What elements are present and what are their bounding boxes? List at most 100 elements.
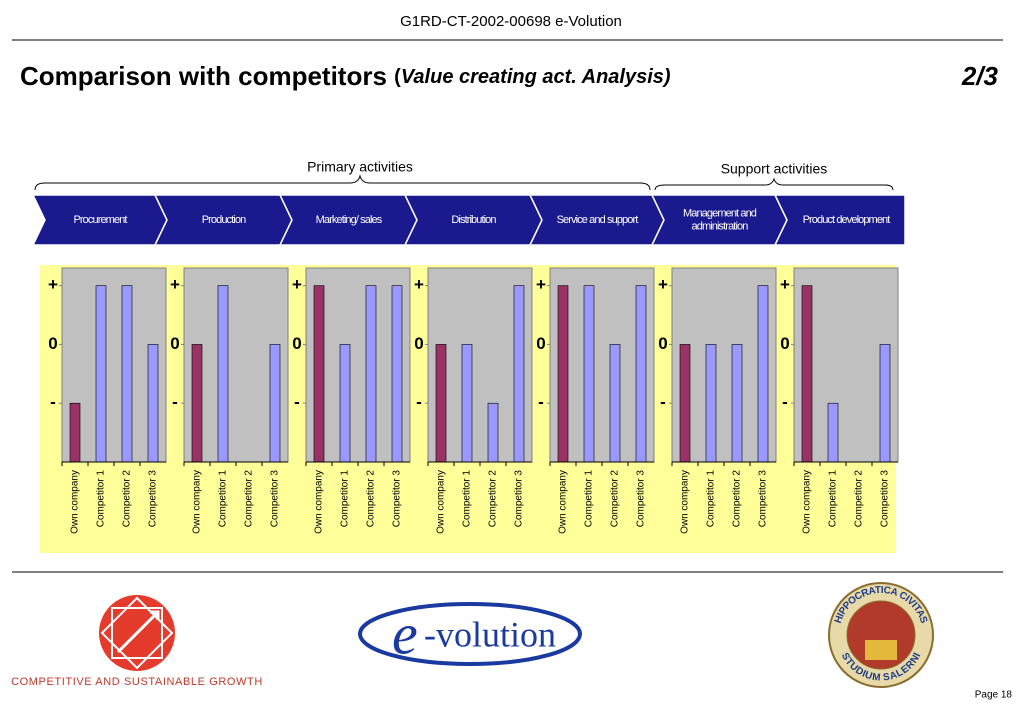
activity-label-line: Distribution: [451, 214, 496, 226]
y-tick-label: +: [658, 275, 668, 294]
bar: [217, 285, 229, 463]
seal: HIPPOCRATICA CIVITAS STUDIUM SALERNI: [828, 582, 934, 688]
x-tick-label: Own company: [314, 470, 325, 534]
activity-label: Procurement: [73, 214, 127, 226]
bar: [705, 344, 717, 463]
x-tick-label: Competitor 3: [270, 470, 281, 528]
title-italic: Value creating act. Analysis): [401, 66, 671, 88]
y-tick-label: 0: [170, 334, 179, 353]
slide-title: Comparison with competitors (Value creat…: [20, 61, 671, 91]
activity-label: Distribution: [451, 214, 496, 226]
activity-label: Service and support: [557, 214, 639, 226]
x-tick-label: Competitor 2: [488, 470, 499, 528]
activity-label-line: Production: [202, 214, 246, 226]
x-tick-label: Competitor 1: [584, 470, 595, 528]
bar: [339, 344, 351, 463]
bar: [269, 344, 281, 463]
y-tick-label: -: [782, 393, 788, 412]
x-tick-label: Competitor 3: [148, 470, 159, 528]
y-tick-label: -: [660, 393, 666, 412]
y-tick-label: 0: [292, 334, 301, 353]
x-tick-label: Own company: [70, 470, 81, 534]
activity-label-line: administration: [692, 220, 749, 232]
logo-arrow: [116, 610, 160, 654]
y-tick-label: +: [536, 275, 546, 294]
x-tick-label: Competitor 3: [880, 470, 891, 528]
y-tick-label: +: [292, 275, 302, 294]
bar: [147, 344, 159, 463]
logo-ring: [358, 602, 582, 666]
x-tick-label: Own company: [192, 470, 203, 534]
y-tick-label: 0: [536, 334, 545, 353]
y-tick-label: +: [414, 275, 424, 294]
x-tick-label: Own company: [680, 470, 691, 534]
bar: [461, 344, 473, 463]
bar: [635, 285, 647, 463]
x-tick-label: Competitor 2: [610, 470, 621, 528]
seal-inner: [846, 600, 916, 670]
title-page-part: 2/3: [961, 61, 999, 91]
logo-lines: [100, 596, 174, 670]
bar: [609, 344, 621, 463]
bar: [757, 285, 769, 463]
bar: [557, 285, 569, 463]
y-tick-label: -: [538, 393, 544, 412]
bar: [365, 285, 377, 463]
x-tick-label: Competitor 3: [636, 470, 647, 528]
bar: [879, 344, 891, 463]
x-tick-label: Competitor 1: [828, 470, 839, 528]
y-tick-label: -: [416, 393, 422, 412]
title-paren: (: [394, 66, 401, 88]
x-tick-label: Own company: [558, 470, 569, 534]
brace: [654, 177, 894, 191]
bar: [95, 285, 107, 463]
bar: [121, 285, 133, 463]
activity-label-line: Procurement: [73, 214, 127, 226]
bar: [679, 344, 691, 463]
activity-label-line: Marketing/ sales: [316, 214, 383, 226]
x-tick-label: Competitor 1: [218, 470, 229, 528]
bar: [583, 285, 595, 463]
x-tick-label: Competitor 1: [462, 470, 473, 528]
activity-label: Management and administration: [683, 207, 757, 232]
y-tick-label: -: [50, 393, 56, 412]
x-tick-label: Own company: [436, 470, 447, 534]
activity-chevron: [773, 194, 906, 246]
x-tick-label: Competitor 2: [244, 470, 255, 528]
logo-word: -volution: [424, 614, 556, 654]
x-tick-label: Competitor 3: [392, 470, 403, 528]
y-tick-label: 0: [658, 334, 667, 353]
bar: [435, 344, 447, 463]
title-main: Comparison with competitors: [20, 61, 387, 91]
bar: [513, 285, 525, 463]
y-tick-label: -: [294, 393, 300, 412]
y-tick-label: 0: [414, 334, 423, 353]
activity-label: Production: [202, 214, 246, 226]
activity-label: Marketing/ sales: [316, 214, 383, 226]
bar: [801, 285, 813, 463]
x-tick-label: Competitor 2: [366, 470, 377, 528]
y-tick-label: +: [780, 275, 790, 294]
x-tick-label: Competitor 2: [122, 470, 133, 528]
group-label: Support activities: [721, 161, 828, 177]
bar: [191, 344, 203, 463]
group-label: Primary activities: [307, 159, 413, 175]
bar: [69, 402, 81, 463]
center-logo: e -volution: [358, 601, 582, 666]
y-tick-label: 0: [48, 334, 57, 353]
logo-text: COMPETITIVE AND SUSTAINABLE GROWTH: [11, 676, 263, 688]
activity-label-line: Service and support: [557, 214, 639, 226]
bar: [487, 402, 499, 463]
activity-label-line: Management and: [683, 207, 757, 219]
x-tick-label: Own company: [802, 470, 813, 534]
activity-label-line: Product development: [803, 214, 891, 226]
seal-shield: [865, 640, 897, 660]
page-number: Page 18: [975, 690, 1013, 701]
activity-label: Product development: [803, 214, 891, 226]
y-tick-label: +: [170, 275, 180, 294]
bar: [731, 344, 743, 463]
y-tick-label: +: [48, 275, 58, 294]
left-logo: COMPETITIVE AND SUSTAINABLE GROWTH: [11, 595, 263, 688]
x-tick-label: Competitor 1: [340, 470, 351, 528]
